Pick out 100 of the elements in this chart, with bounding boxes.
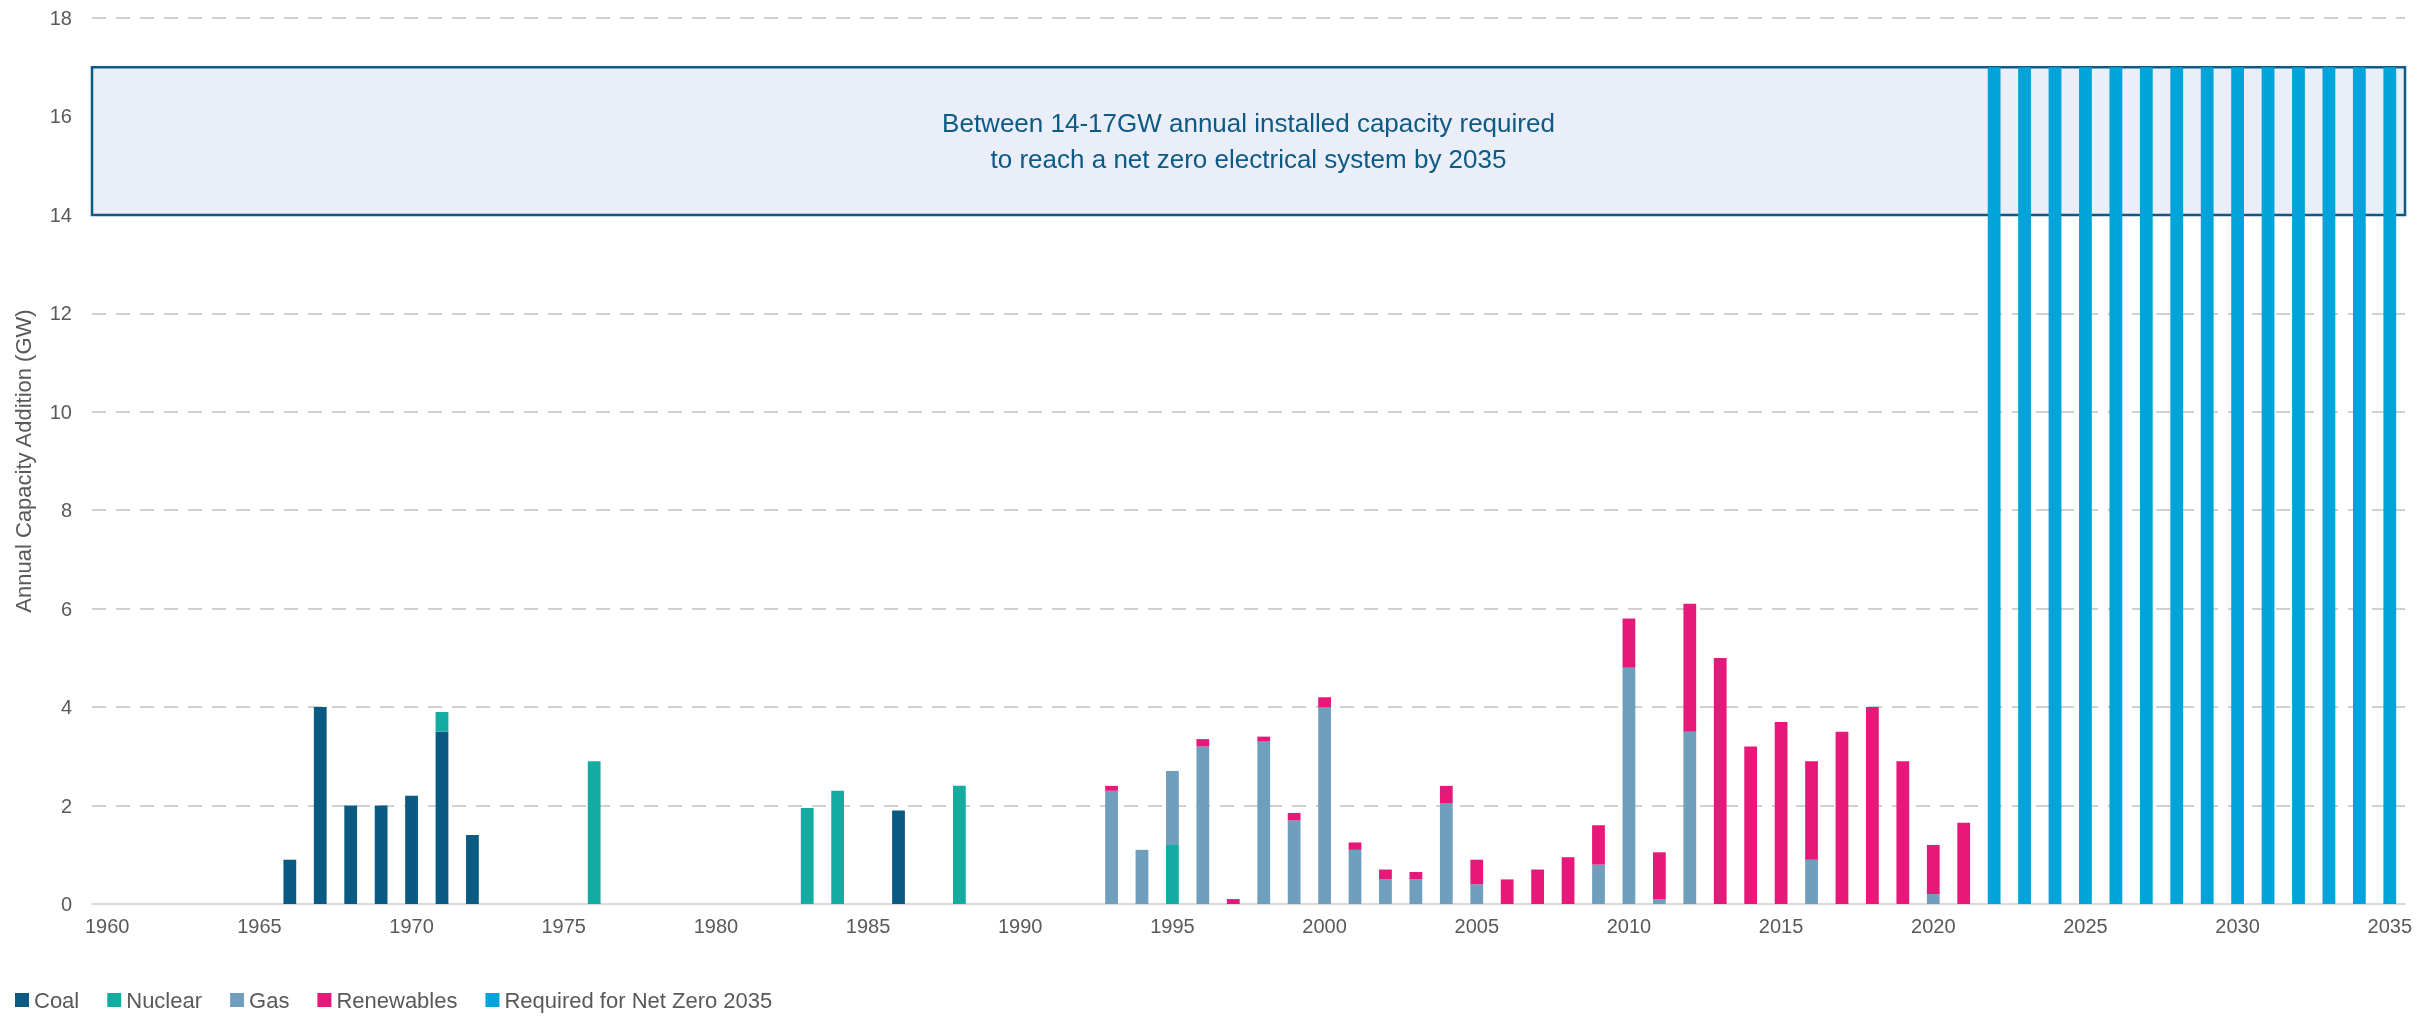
bar bbox=[1987, 67, 2001, 904]
bar bbox=[1500, 879, 1514, 904]
x-tick-label: 2010 bbox=[1606, 915, 1652, 937]
y-tick-label: 6 bbox=[60, 597, 72, 620]
bar bbox=[2048, 67, 2062, 904]
bar bbox=[1470, 859, 1484, 885]
bar bbox=[1561, 857, 1575, 904]
legend-label: Gas bbox=[249, 987, 290, 1013]
bar bbox=[1287, 820, 1301, 904]
bar bbox=[2079, 67, 2092, 904]
bar bbox=[1105, 790, 1118, 904]
y-tick-label: 2 bbox=[60, 794, 72, 817]
bar bbox=[1805, 761, 1818, 860]
x-tick-label: 1995 bbox=[1150, 915, 1195, 937]
bar bbox=[2170, 67, 2184, 904]
bar bbox=[2018, 67, 2031, 904]
bar bbox=[1470, 884, 1484, 904]
bar bbox=[1166, 771, 1179, 845]
bar bbox=[587, 761, 601, 904]
bar bbox=[2292, 67, 2305, 904]
bar bbox=[2261, 67, 2275, 904]
x-tick-label: 1980 bbox=[693, 915, 739, 937]
x-tick-label: 2035 bbox=[2367, 915, 2413, 937]
x-tick-label: 1960 bbox=[84, 915, 130, 937]
y-tick-label: 16 bbox=[49, 105, 72, 128]
bar bbox=[1592, 825, 1605, 865]
y-tick-label: 14 bbox=[49, 203, 72, 226]
bar bbox=[1957, 822, 1971, 904]
bar bbox=[1592, 864, 1605, 904]
bar bbox=[1652, 899, 1666, 904]
y-tick-label: 12 bbox=[49, 302, 72, 325]
bar bbox=[435, 712, 449, 732]
band-label: Between 14-17GW annual installed capacity required to reach a net zero electrical system by 2035 bbox=[942, 108, 1555, 175]
x-tick-label: 2005 bbox=[1454, 915, 1500, 937]
bar bbox=[1439, 803, 1453, 904]
bar bbox=[405, 795, 418, 904]
x-tick-label: 1970 bbox=[389, 915, 434, 937]
bar bbox=[1257, 741, 1271, 904]
bar bbox=[1226, 899, 1240, 904]
bar bbox=[1409, 879, 1423, 904]
bar bbox=[1835, 731, 1849, 904]
bar bbox=[2231, 67, 2244, 904]
x-tick-label: 2015 bbox=[1758, 915, 1804, 937]
bar bbox=[283, 859, 297, 904]
x-tick-label: 2025 bbox=[2063, 915, 2108, 937]
bar bbox=[1348, 849, 1362, 904]
bar bbox=[2109, 67, 2123, 904]
bar bbox=[1287, 812, 1301, 821]
bar bbox=[1196, 746, 1210, 904]
bar bbox=[1379, 869, 1392, 880]
bar bbox=[1439, 785, 1453, 804]
bar bbox=[1105, 785, 1118, 791]
y-axis-title: Annual Capacity Addition (GW) bbox=[10, 309, 36, 613]
y-tick-label: 0 bbox=[60, 893, 72, 915]
bar bbox=[435, 731, 449, 904]
x-tick-label: 1985 bbox=[845, 915, 891, 937]
bar bbox=[1135, 849, 1149, 904]
bar bbox=[1622, 618, 1636, 668]
bar bbox=[1196, 739, 1210, 747]
x-tick-label: 1965 bbox=[237, 915, 282, 937]
x-tick-label: 2000 bbox=[1302, 915, 1347, 937]
legend-label: Required for Net Zero 2035 bbox=[504, 987, 773, 1013]
bar bbox=[1683, 731, 1697, 904]
bar bbox=[1166, 844, 1179, 904]
bar bbox=[1774, 721, 1788, 904]
bar bbox=[1409, 872, 1423, 880]
bar bbox=[2200, 67, 2214, 904]
y-tick-label: 18 bbox=[49, 7, 72, 29]
bar bbox=[374, 805, 388, 904]
bar bbox=[344, 805, 358, 904]
x-tick-label: 2020 bbox=[1911, 915, 1956, 937]
y-tick-label: 4 bbox=[60, 696, 72, 719]
bar bbox=[892, 810, 905, 904]
bar bbox=[800, 808, 814, 904]
bar bbox=[2139, 67, 2153, 904]
bar bbox=[1257, 736, 1271, 742]
bar bbox=[1379, 879, 1392, 904]
x-tick-label: 1975 bbox=[541, 915, 586, 937]
bar bbox=[1896, 761, 1910, 904]
legend-label: Coal bbox=[34, 987, 80, 1013]
bar bbox=[1318, 697, 1331, 708]
y-tick-label: 8 bbox=[60, 499, 72, 522]
bar bbox=[1926, 844, 1940, 895]
bar bbox=[1622, 667, 1636, 904]
bar bbox=[466, 835, 479, 904]
bar bbox=[952, 785, 966, 904]
y-tick-label: 10 bbox=[49, 400, 72, 423]
bar bbox=[1805, 859, 1818, 904]
bar bbox=[831, 790, 845, 904]
bar bbox=[1926, 894, 1940, 904]
x-tick-label: 2030 bbox=[2215, 915, 2260, 937]
bar bbox=[1713, 657, 1727, 904]
bar bbox=[2352, 67, 2366, 904]
legend-label: Nuclear bbox=[126, 987, 203, 1013]
bar bbox=[1744, 746, 1758, 904]
bar bbox=[313, 707, 327, 904]
bar bbox=[1531, 869, 1545, 904]
bar bbox=[1683, 603, 1697, 732]
bar bbox=[2322, 67, 2336, 904]
bar bbox=[1866, 707, 1879, 904]
